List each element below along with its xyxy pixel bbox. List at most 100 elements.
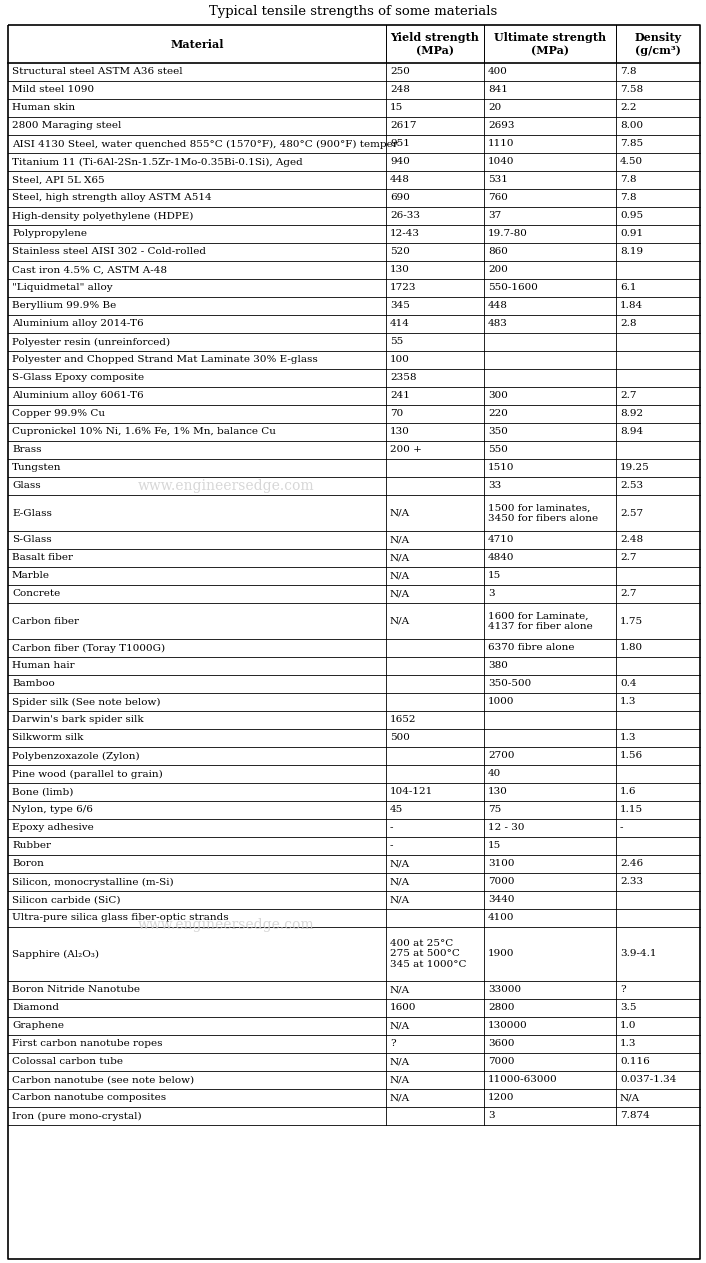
Text: Aluminium alloy 6061-T6: Aluminium alloy 6061-T6 xyxy=(12,392,143,400)
Text: 760: 760 xyxy=(488,193,508,202)
Text: 75: 75 xyxy=(488,806,501,815)
Text: 841: 841 xyxy=(488,86,508,95)
Text: N/A: N/A xyxy=(390,1076,410,1085)
Text: 2358: 2358 xyxy=(390,374,417,383)
Text: 345: 345 xyxy=(390,302,410,311)
Text: 400: 400 xyxy=(488,67,508,77)
Text: N/A: N/A xyxy=(390,553,410,562)
Text: 33: 33 xyxy=(488,481,501,490)
Text: N/A: N/A xyxy=(390,536,410,544)
Text: 448: 448 xyxy=(390,176,410,184)
Text: S-Glass: S-Glass xyxy=(12,536,52,544)
Text: Tungsten: Tungsten xyxy=(12,464,61,472)
Text: 4840: 4840 xyxy=(488,553,515,562)
Text: Nylon, type 6/6: Nylon, type 6/6 xyxy=(12,806,93,815)
Text: 4710: 4710 xyxy=(488,536,515,544)
Text: 1.3: 1.3 xyxy=(620,734,637,743)
Text: 15: 15 xyxy=(488,841,501,850)
Text: 2800: 2800 xyxy=(488,1004,515,1013)
Text: 2.46: 2.46 xyxy=(620,860,643,869)
Text: www.engineersedge.com: www.engineersedge.com xyxy=(138,917,314,932)
Text: Spider silk (See note below): Spider silk (See note below) xyxy=(12,697,160,706)
Text: 4100: 4100 xyxy=(488,913,515,922)
Text: 12-43: 12-43 xyxy=(390,230,420,239)
Text: 6.1: 6.1 xyxy=(620,283,637,293)
Text: 951: 951 xyxy=(390,139,410,149)
Text: 3100: 3100 xyxy=(488,860,515,869)
Text: Diamond: Diamond xyxy=(12,1004,59,1013)
Text: First carbon nanotube ropes: First carbon nanotube ropes xyxy=(12,1039,162,1048)
Text: 241: 241 xyxy=(390,392,410,400)
Text: 20: 20 xyxy=(488,104,501,112)
Text: 7.58: 7.58 xyxy=(620,86,643,95)
Text: 130: 130 xyxy=(390,265,410,274)
Text: Bone (limb): Bone (limb) xyxy=(12,788,73,797)
Text: 7.8: 7.8 xyxy=(620,67,637,77)
Text: High-density polyethylene (HDPE): High-density polyethylene (HDPE) xyxy=(12,211,193,221)
Text: 200: 200 xyxy=(488,265,508,274)
Text: Copper 99.9% Cu: Copper 99.9% Cu xyxy=(12,409,105,418)
Text: 1.80: 1.80 xyxy=(620,644,643,653)
Text: 19.7-80: 19.7-80 xyxy=(488,230,528,239)
Text: 2.7: 2.7 xyxy=(620,590,637,599)
Text: 1723: 1723 xyxy=(390,283,417,293)
Text: 0.95: 0.95 xyxy=(620,211,643,221)
Text: 0.037-1.34: 0.037-1.34 xyxy=(620,1076,676,1085)
Text: Density
(g/cm³): Density (g/cm³) xyxy=(635,32,681,56)
Text: Concrete: Concrete xyxy=(12,590,60,599)
Text: 248: 248 xyxy=(390,86,410,95)
Text: 1600 for Laminate,
4137 for fiber alone: 1600 for Laminate, 4137 for fiber alone xyxy=(488,611,593,630)
Text: 550-1600: 550-1600 xyxy=(488,283,538,293)
Text: 690: 690 xyxy=(390,193,410,202)
Text: Ultimate strength
(MPa): Ultimate strength (MPa) xyxy=(494,32,606,56)
Text: N/A: N/A xyxy=(390,616,410,625)
Text: Bamboo: Bamboo xyxy=(12,679,55,688)
Text: 520: 520 xyxy=(390,248,410,256)
Text: 200 +: 200 + xyxy=(390,446,422,455)
Text: 2.7: 2.7 xyxy=(620,392,637,400)
Text: 350-500: 350-500 xyxy=(488,679,531,688)
Text: 37: 37 xyxy=(488,211,501,221)
Text: 1.6: 1.6 xyxy=(620,788,637,797)
Text: 3440: 3440 xyxy=(488,895,515,904)
Text: 3: 3 xyxy=(488,1111,495,1120)
Text: 55: 55 xyxy=(390,337,403,346)
Text: 3: 3 xyxy=(488,590,495,599)
Text: Rubber: Rubber xyxy=(12,841,51,850)
Text: ?: ? xyxy=(620,985,626,994)
Text: Yield strength
(MPa): Yield strength (MPa) xyxy=(390,32,479,56)
Text: Steel, API 5L X65: Steel, API 5L X65 xyxy=(12,176,104,184)
Text: N/A: N/A xyxy=(390,895,410,904)
Text: Carbon fiber: Carbon fiber xyxy=(12,616,79,625)
Text: Silkworm silk: Silkworm silk xyxy=(12,734,83,743)
Text: 2.48: 2.48 xyxy=(620,536,643,544)
Text: 7.85: 7.85 xyxy=(620,139,643,149)
Text: Colossal carbon tube: Colossal carbon tube xyxy=(12,1057,123,1066)
Text: N/A: N/A xyxy=(390,571,410,581)
Text: Iron (pure mono-crystal): Iron (pure mono-crystal) xyxy=(12,1111,142,1120)
Text: Material: Material xyxy=(170,38,224,49)
Text: N/A: N/A xyxy=(390,985,410,994)
Text: Carbon nanotube composites: Carbon nanotube composites xyxy=(12,1094,166,1103)
Text: 483: 483 xyxy=(488,320,508,328)
Text: Polyester resin (unreinforced): Polyester resin (unreinforced) xyxy=(12,337,170,346)
Text: 100: 100 xyxy=(390,355,410,365)
Text: "Liquidmetal" alloy: "Liquidmetal" alloy xyxy=(12,283,113,293)
Text: N/A: N/A xyxy=(390,860,410,869)
Text: 0.116: 0.116 xyxy=(620,1057,650,1066)
Text: 531: 531 xyxy=(488,176,508,184)
Text: Steel, high strength alloy ASTM A514: Steel, high strength alloy ASTM A514 xyxy=(12,193,212,202)
Text: Glass: Glass xyxy=(12,481,41,490)
Text: 104-121: 104-121 xyxy=(390,788,433,797)
Text: Epoxy adhesive: Epoxy adhesive xyxy=(12,823,94,832)
Text: 1900: 1900 xyxy=(488,950,515,959)
Text: 380: 380 xyxy=(488,662,508,671)
Text: 2.7: 2.7 xyxy=(620,553,637,562)
Text: Aluminium alloy 2014-T6: Aluminium alloy 2014-T6 xyxy=(12,320,143,328)
Text: 250: 250 xyxy=(390,67,410,77)
Text: Human skin: Human skin xyxy=(12,104,75,112)
Text: Basalt fiber: Basalt fiber xyxy=(12,553,73,562)
Text: 40: 40 xyxy=(488,769,501,778)
Text: 45: 45 xyxy=(390,806,403,815)
Text: Polyester and Chopped Strand Mat Laminate 30% E-glass: Polyester and Chopped Strand Mat Laminat… xyxy=(12,355,318,365)
